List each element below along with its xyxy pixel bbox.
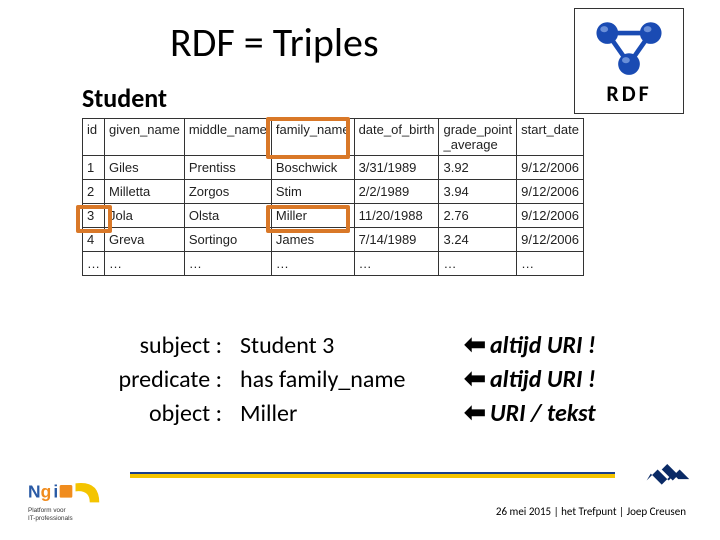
table-cell: Stim [271,180,354,204]
triple-note: altijd URI ! [490,331,690,360]
svg-text:i: i [53,482,58,502]
table-header-cell: given_name [105,119,185,156]
student-table-wrap: idgiven_namemiddle_namefamily_namedate_o… [82,118,582,276]
svg-text:IT-professionals: IT-professionals [28,515,73,522]
footer-text: 26 mei 2015 | het Trefpunt | Joep Creuse… [496,505,686,518]
table-header-cell: id [83,119,105,156]
triple-label: predicate : [90,365,240,394]
table-cell: … [83,252,105,276]
table-header-cell: grade_point_average [439,119,517,156]
table-header-cell: date_of_birth [354,119,439,156]
table-cell: 9/12/2006 [517,228,584,252]
rdf-graph-icon [589,16,669,78]
table-cell: Olsta [184,204,271,228]
table-cell: 9/12/2006 [517,156,584,180]
table-cell: Jola [105,204,185,228]
table-cell: 3/31/1989 [354,156,439,180]
table-cell: … [517,252,584,276]
rdf-logo: RDF [574,8,684,114]
svg-text:g: g [41,482,52,502]
slide-title: RDF = Triples [170,18,379,67]
footer: N g i Platform voor IT-professionals 26 … [0,462,720,540]
svg-text:Platform voor: Platform voor [28,507,66,514]
table-cell: 2 [83,180,105,204]
table-cell: Greva [105,228,185,252]
triple-label: object : [90,399,240,428]
triple-row-subject: subject : Student 3 ⬅ altijd URI ! [90,328,690,362]
triple-block: subject : Student 3 ⬅ altijd URI ! predi… [90,328,690,430]
ngi-logo: N g i Platform voor IT-professionals [28,480,123,528]
rdf-logo-text: RDF [606,80,651,107]
table-cell: Milletta [105,180,185,204]
table-cell: … [271,252,354,276]
table-row: ………………… [83,252,584,276]
table-cell: 3 [83,204,105,228]
table-cell: Zorgos [184,180,271,204]
table-cell: 7/14/1989 [354,228,439,252]
table-cell: 3.24 [439,228,517,252]
table-cell: 3.94 [439,180,517,204]
arrow-left-icon: ⬅ [460,396,490,428]
table-cell: … [184,252,271,276]
table-cell: … [105,252,185,276]
table-cell: Sortingo [184,228,271,252]
table-cell: 2/2/1989 [354,180,439,204]
triple-row-predicate: predicate : has family_name ⬅ altijd URI… [90,362,690,396]
table-cell: 9/12/2006 [517,204,584,228]
table-label: Student [82,82,167,114]
arrow-left-icon: ⬅ [460,362,490,394]
arrow-left-icon: ⬅ [460,328,490,360]
table-row: 4GrevaSortingoJames7/14/19893.249/12/200… [83,228,584,252]
table-header-cell: middle_name [184,119,271,156]
table-cell: Giles [105,156,185,180]
slide: RDF = Triples RDF Student idgiven_namemi… [0,0,720,540]
table-cell: 2.76 [439,204,517,228]
svg-text:N: N [28,482,41,502]
footer-rule [130,472,615,478]
triple-note: URI / tekst [490,399,690,428]
table-header-cell: family_name [271,119,354,156]
table-cell: Boschwick [271,156,354,180]
triple-value: Student 3 [240,331,460,360]
triple-value: has family_name [240,365,460,394]
triple-label: subject : [90,331,240,360]
triple-value: Miller [240,399,460,428]
student-table: idgiven_namemiddle_namefamily_namedate_o… [82,118,584,276]
table-cell: 3.92 [439,156,517,180]
table-cell: 4 [83,228,105,252]
table-cell: Miller [271,204,354,228]
table-cell: Prentiss [184,156,271,180]
table-header-row: idgiven_namemiddle_namefamily_namedate_o… [83,119,584,156]
table-row: 3JolaOlstaMiller11/20/19882.769/12/2006 [83,204,584,228]
table-cell: 9/12/2006 [517,180,584,204]
table-cell: 11/20/1988 [354,204,439,228]
triple-row-object: object : Miller ⬅ URI / tekst [90,396,690,430]
table-body: 1GilesPrentissBoschwick3/31/19893.929/12… [83,156,584,276]
table-row: 2MillettaZorgosStim2/2/19893.949/12/2006 [83,180,584,204]
table-cell: James [271,228,354,252]
table-cell: … [439,252,517,276]
ns-logo-icon [637,464,692,486]
table-cell: 1 [83,156,105,180]
table-cell: … [354,252,439,276]
table-row: 1GilesPrentissBoschwick3/31/19893.929/12… [83,156,584,180]
triple-note: altijd URI ! [490,365,690,394]
table-header-cell: start_date [517,119,584,156]
